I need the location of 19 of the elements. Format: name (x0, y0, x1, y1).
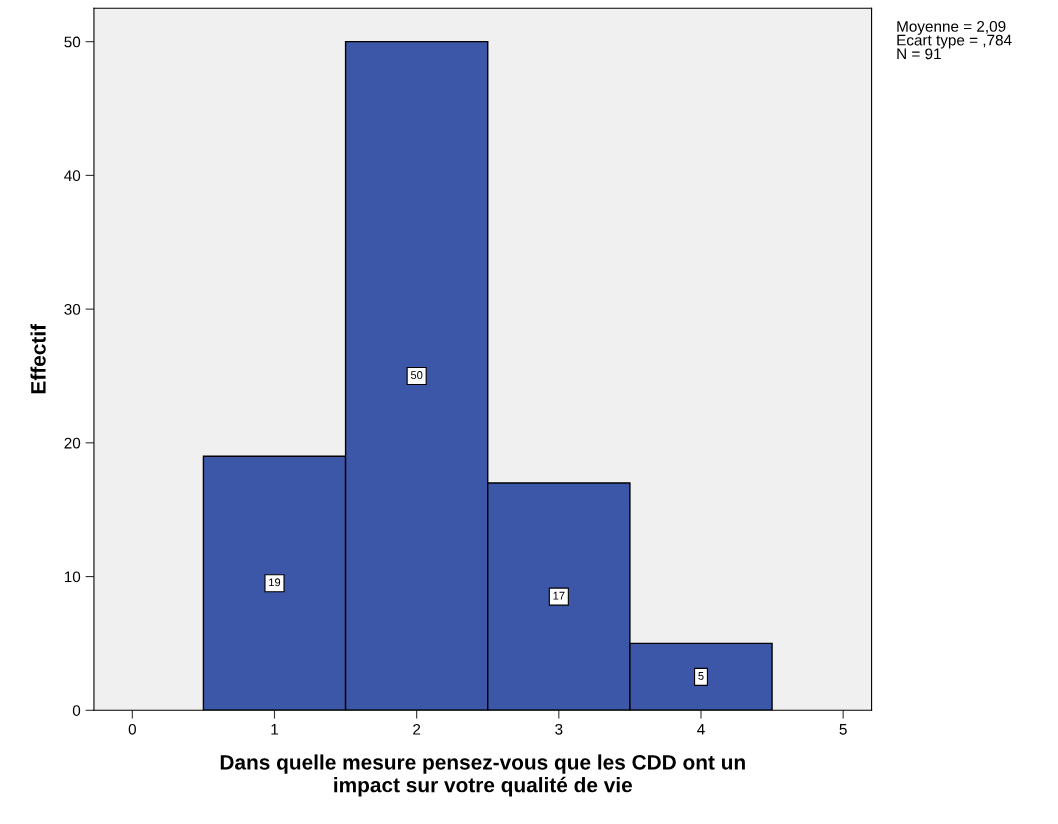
x-tick-label: 3 (555, 723, 563, 735)
y-axis-title: Effectif (30, 323, 46, 394)
y-tick-label: 10 (64, 571, 81, 583)
data-label: 19 (269, 578, 281, 587)
x-tick-label: 4 (697, 724, 705, 735)
x-tick-label: 2 (413, 723, 421, 735)
y-tick-label: 50 (64, 36, 81, 48)
y-tick-label: 0 (72, 705, 81, 716)
data-label: 50 (410, 371, 423, 379)
x-axis-title: Dans quelle mesure pensez-vous que les CDD ont un impact sur votre qualité de vie (220, 754, 745, 797)
y-tick-label: 20 (64, 437, 81, 449)
data-label: 17 (553, 591, 565, 600)
x-tick-label: 5 (839, 724, 847, 735)
y-tick-label: 30 (64, 303, 81, 315)
x-tick-label: 0 (128, 723, 136, 735)
text: Moyenne = 2,09 Ecart type = ,784 N = 91 (897, 21, 1012, 60)
data-label: 5 (698, 672, 704, 680)
x-tick-label: 1 (271, 724, 278, 735)
y-tick-label: 40 (64, 170, 81, 182)
